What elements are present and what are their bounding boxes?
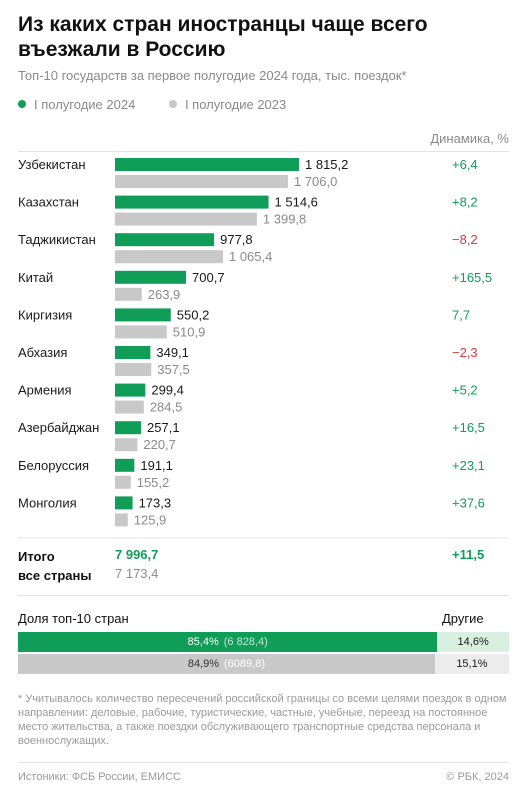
value-label-2023: 284,5 <box>150 400 183 415</box>
value-label-2023: 220,7 <box>143 437 176 452</box>
dynamics-value: +23,1 <box>452 458 485 473</box>
share-bar-2023: 84,9% (6089,8) 15,1% <box>18 654 509 674</box>
share-bar-2024-top10: 85,4% (6 828,4) <box>18 632 438 652</box>
dynamics-header: Динамика, % <box>430 131 509 146</box>
category-label: Узбекистан <box>18 157 86 172</box>
total-label: Итого все страны <box>18 549 92 583</box>
category-label: Абхазия <box>18 345 67 360</box>
sources: Истоники: ФСБ России, ЕМИСС <box>18 771 181 783</box>
share-bar-2023-others: 15,1% <box>434 654 509 674</box>
total-value-2023: 7 173,4 <box>115 566 159 581</box>
header-divider <box>18 151 509 152</box>
share-bar-2024-others: 14,6% <box>437 632 509 652</box>
value-label-2023: 155,2 <box>137 475 170 490</box>
dynamics-value: +6,4 <box>452 157 478 172</box>
bar-2023 <box>115 363 152 376</box>
bar-2024 <box>115 195 269 209</box>
value-label-2023: 510,9 <box>173 324 206 339</box>
legend-label-2023: I полугодие 2023 <box>184 96 287 112</box>
bar-2023 <box>115 250 223 264</box>
bar-2024 <box>115 346 151 359</box>
share-2023-percent: 84,9% <box>187 658 220 670</box>
dynamics-value: +16,5 <box>452 420 485 435</box>
bar-2023 <box>115 287 142 301</box>
category-label: Казахстан <box>18 195 79 210</box>
category-label: Армения <box>18 383 72 398</box>
bar-2023 <box>115 175 288 188</box>
bar-2024 <box>115 158 299 171</box>
total-value-2024: 7 996,7 <box>115 547 159 562</box>
value-label-2024: 299,4 <box>151 383 184 398</box>
category-label: Таджикистан <box>18 232 96 247</box>
legend: I полугодие 2024 I полугодие 2023 <box>18 96 316 112</box>
value-label-2023: 1 065,4 <box>229 249 272 264</box>
dynamics-value: +37,6 <box>452 495 485 510</box>
category-label: Белоруссия <box>18 458 89 473</box>
legend-label-2024: I полугодие 2024 <box>34 96 136 112</box>
value-label-2023: 1 706,0 <box>294 174 337 189</box>
value-label-2024: 550,2 <box>177 307 210 322</box>
value-label-2024: 349,1 <box>156 345 189 360</box>
category-label: Китай <box>18 270 53 285</box>
category-label: Киргизия <box>18 307 72 322</box>
total-dynamics: +11,5 <box>452 547 485 562</box>
footnote: * Учитывалось количество пересечений рос… <box>18 693 507 747</box>
share-bar-2023-top10: 84,9% (6089,8) <box>18 654 435 674</box>
bar-2023 <box>115 513 128 527</box>
value-label-2024: 173,3 <box>139 495 172 510</box>
dynamics-value: +5,2 <box>452 383 478 398</box>
share-2024-percent: 85,4% <box>187 636 219 648</box>
bar-2024 <box>115 270 187 284</box>
footer-divider <box>18 762 509 763</box>
dynamics-value: +8,2 <box>452 195 478 210</box>
share-2024-absolute: (6 828,4) <box>223 636 268 648</box>
bar-2024 <box>115 458 135 472</box>
value-label-2023: 357,5 <box>157 362 190 377</box>
chart-title: Из каких стран иностранцы чаще всего въе… <box>18 13 428 61</box>
share-header: Доля топ-10 стран <box>18 611 129 626</box>
value-label-2023: 125,9 <box>134 512 167 527</box>
value-label-2024: 700,7 <box>192 270 225 285</box>
share-2024-others-percent: 14,6% <box>457 636 489 648</box>
others-header: Другие <box>442 611 484 626</box>
bar-2024 <box>115 233 215 247</box>
legend-item-2024: I полугодие 2024 <box>18 97 135 112</box>
total-divider <box>18 595 509 596</box>
legend-item-2023: I полугодие 2023 <box>168 96 287 112</box>
dynamics-value: −2,3 <box>452 345 478 360</box>
value-label-2024: 191,1 <box>140 458 173 473</box>
bar-2024 <box>115 308 171 322</box>
value-label-2024: 1 514,6 <box>275 195 318 210</box>
bar-2024 <box>115 421 142 435</box>
legend-swatch-2023 <box>168 100 177 108</box>
category-label: Азербайджан <box>18 420 99 435</box>
category-label: Монголия <box>18 495 77 510</box>
value-label-2024: 1 815,2 <box>305 157 348 172</box>
dynamics-value: 7,7 <box>452 307 470 322</box>
share-2023-absolute: (6089,8) <box>224 658 266 670</box>
bar-2023 <box>115 400 144 414</box>
dynamics-value: +165,5 <box>452 270 492 285</box>
copyright: © РБК, 2024 <box>446 771 509 783</box>
dynamics-value: −8,2 <box>452 232 478 247</box>
chart-subtitle: Топ-10 государств за первое полугодие 20… <box>18 68 407 83</box>
value-label-2023: 263,9 <box>148 287 181 302</box>
legend-swatch-2024 <box>18 100 26 108</box>
share-bar-2024: 85,4% (6 828,4) 14,6% <box>18 632 509 652</box>
bar-chart: Узбекистан 1 815,2 1 706,0 +6,4 Казахстан 1 5… <box>18 157 509 539</box>
bar-2023 <box>115 212 257 226</box>
bar-2024 <box>115 383 146 397</box>
bar-2023 <box>115 325 167 339</box>
share-2023-others-percent: 15,1% <box>456 658 488 670</box>
value-label-2023: 1 399,8 <box>263 212 306 227</box>
bar-2024 <box>115 496 133 510</box>
bar-2023 <box>115 475 131 489</box>
value-label-2024: 257,1 <box>147 420 180 435</box>
value-label-2024: 977,8 <box>220 232 253 247</box>
bar-2023 <box>115 438 138 452</box>
